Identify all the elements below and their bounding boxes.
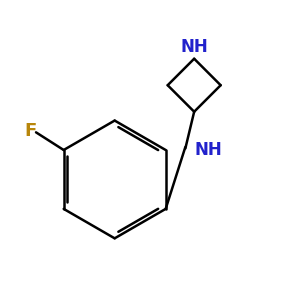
Text: F: F bbox=[24, 122, 36, 140]
Text: NH: NH bbox=[180, 38, 208, 56]
Text: NH: NH bbox=[194, 141, 222, 159]
